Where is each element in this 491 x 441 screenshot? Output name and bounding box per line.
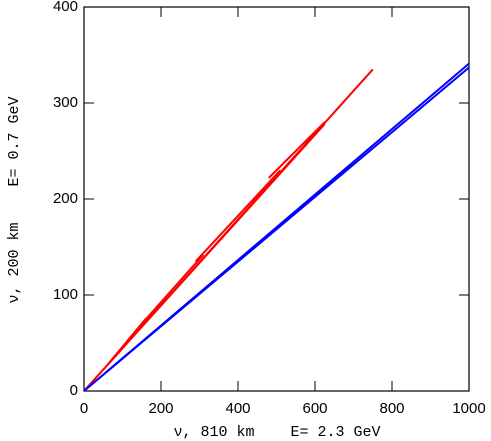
x-tick-label: 1000 (452, 400, 485, 417)
data-line (83, 68, 374, 392)
y-tick-label: 300 (53, 94, 78, 111)
x-tick-label: 400 (225, 400, 250, 417)
y-tick-label: 100 (53, 286, 78, 303)
x-tick-label: 800 (379, 400, 404, 417)
y-tick-label: 0 (70, 382, 78, 399)
y-axis-label: ν, 200 km E= 0.7 GeV (6, 96, 23, 303)
y-tick-label: 400 (53, 0, 78, 15)
data-line (83, 62, 470, 392)
x-tick-label: 200 (148, 400, 173, 417)
y-tick-label: 200 (53, 190, 78, 207)
x-tick-label: 600 (302, 400, 327, 417)
x-axis-label: ν, 810 km E= 2.3 GeV (173, 424, 380, 441)
plot-frame (83, 6, 470, 392)
x-tick-label: 0 (80, 400, 88, 417)
